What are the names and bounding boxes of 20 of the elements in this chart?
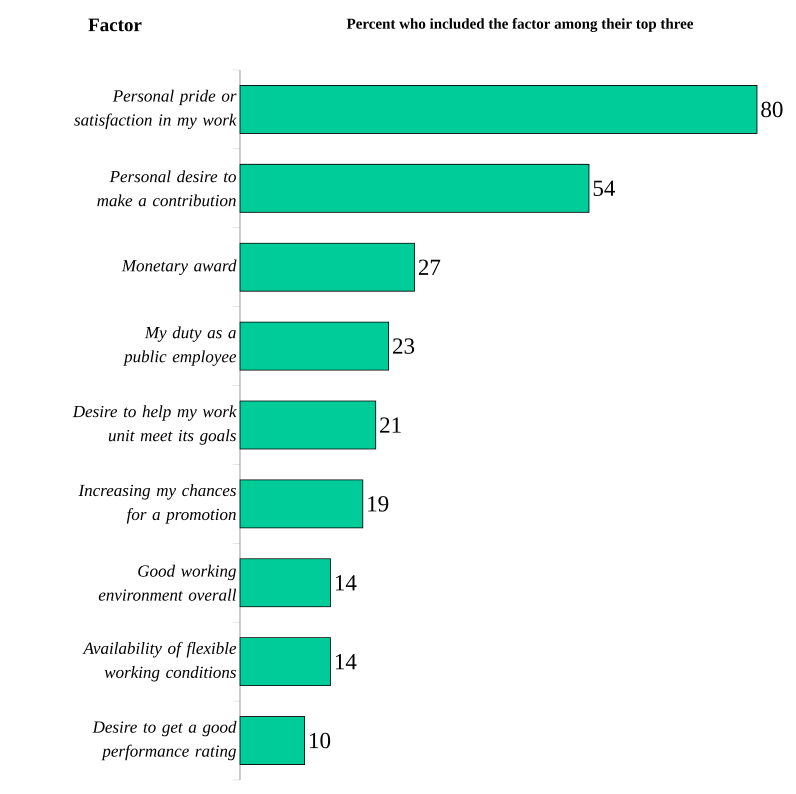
y-tick-label: Monetary award — [122, 259, 237, 275]
y-tick-label: Desire to get a good performance rating — [92, 720, 237, 760]
chart-title: Percent who included the factor among their top three — [346, 18, 694, 32]
data-label: 14 — [336, 654, 357, 670]
data-label: 80 — [761, 102, 783, 118]
data-label: 54 — [594, 180, 616, 196]
data-label: 14 — [336, 575, 357, 590]
data-label: 27 — [418, 260, 440, 275]
data-label: 23 — [393, 338, 414, 354]
y-tick-label: Good working environment overall — [98, 564, 236, 601]
y-tick-label: Desire to help my work unit meet its goals — [72, 405, 237, 445]
y-tick-label: Personal desire to make a contribution — [97, 170, 236, 206]
y-tick-label: Personal pride or satisfaction in my work — [74, 90, 237, 130]
y-tick-label: My duty as a public employee — [123, 326, 236, 366]
y-tick-label: Increasing my chances for a promotion — [78, 484, 236, 524]
y-tick-label: Availability of flexible working conditions — [82, 642, 236, 682]
data-label: 10 — [310, 732, 330, 748]
y-axis-title: Factor — [88, 18, 142, 32]
data-label: 19 — [368, 496, 388, 512]
data-label: 21 — [380, 417, 401, 433]
